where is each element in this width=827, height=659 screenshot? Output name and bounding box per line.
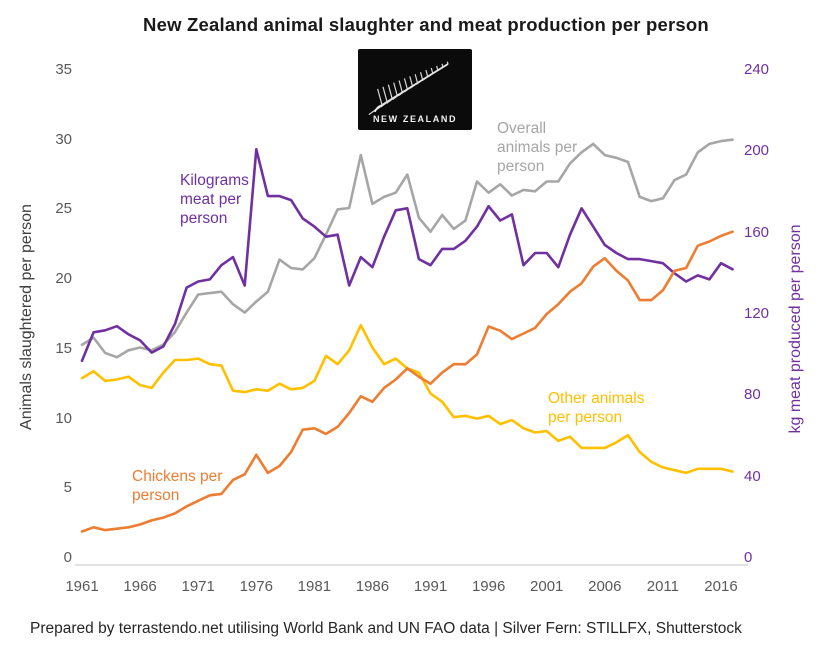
overall-animals-label: Overall animals per person	[497, 120, 578, 175]
right-axis-tick-0: 0	[744, 549, 753, 566]
x-axis-tick-1966: 1966	[123, 578, 157, 595]
other-animals-label: Other animals per person	[548, 390, 645, 426]
left-axis-tick-10: 10	[55, 409, 72, 427]
silver-fern-icon	[368, 61, 449, 116]
x-axis-tick-1991: 1991	[413, 578, 448, 595]
x-axis-tick-1986: 1986	[355, 578, 390, 595]
right-axis-tick-240: 240	[744, 61, 770, 78]
x-axis-tick-1976: 1976	[239, 578, 273, 595]
chart-title: New Zealand animal slaughter and meat pr…	[143, 14, 709, 35]
x-axis-tick-1971: 1971	[181, 578, 215, 595]
left-axis-tick-0: 0	[63, 549, 72, 566]
x-axis-tick-2016: 2016	[704, 578, 738, 595]
right-axis-tick-160: 160	[744, 223, 770, 241]
left-axis-tick-15: 15	[55, 339, 72, 357]
x-axis-tick-2001: 2001	[530, 578, 564, 595]
series-line-meat_kg	[80, 148, 734, 363]
left-axis-tick-20: 20	[55, 270, 72, 288]
new-zealand-flag-image: NEW ZEALAND	[358, 49, 472, 130]
right-axis-tick-200: 200	[744, 142, 770, 160]
x-axis-tick-1961: 1961	[65, 578, 99, 595]
left-axis-tick-5: 5	[63, 479, 72, 497]
x-axis-tick-1981: 1981	[297, 578, 332, 595]
right-axis-tick-120: 120	[744, 305, 770, 322]
left-axis-tick-35: 35	[55, 61, 72, 78]
series-line-chickens	[80, 230, 734, 533]
x-axis-tick-2006: 2006	[588, 578, 622, 595]
series-line-overall	[80, 138, 734, 359]
left-axis-tick-25: 25	[55, 200, 72, 218]
chickens-label: Chickens per person	[132, 468, 223, 504]
x-axis-tick-2011: 2011	[646, 578, 680, 595]
right-axis-tick-80: 80	[744, 386, 761, 404]
flag-caption: NEW ZEALAND	[372, 114, 458, 124]
x-axis-tick-1996: 1996	[471, 578, 506, 595]
right-axis-tick-40: 40	[744, 467, 761, 485]
kilograms-meat-label: Kilograms meat per person	[180, 172, 249, 227]
left-axis-tick-30: 30	[55, 130, 72, 148]
footer-credit: Prepared by terrastendo.net utilising Wo…	[30, 620, 742, 637]
